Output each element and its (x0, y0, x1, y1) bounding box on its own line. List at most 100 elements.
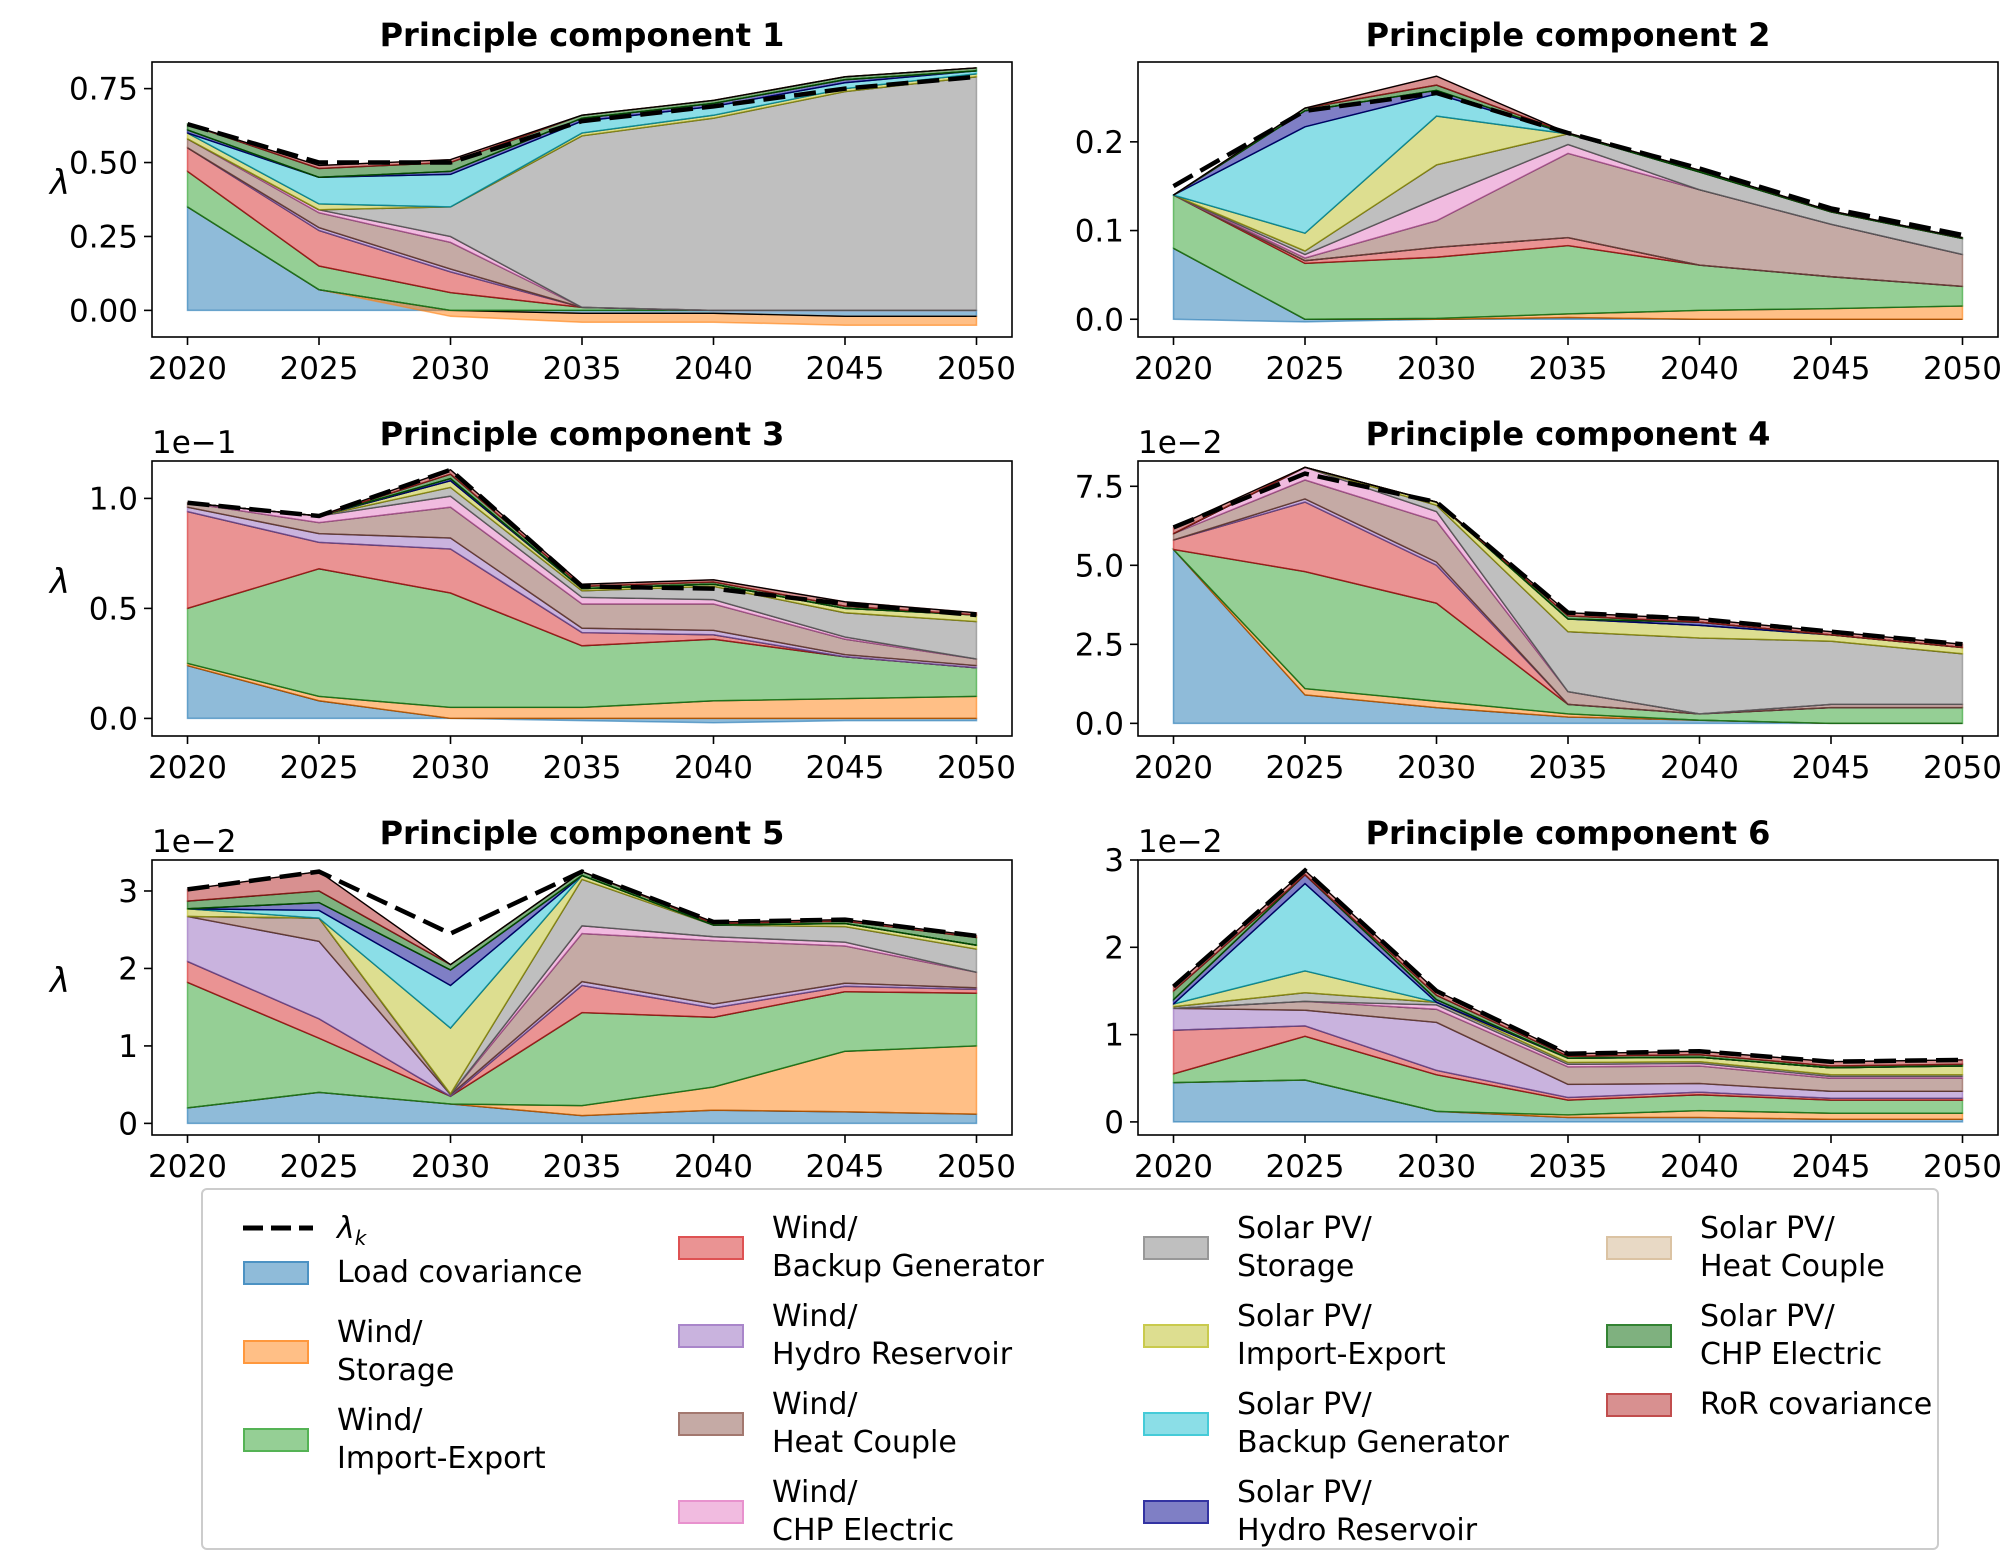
legend-label: Solar PV/ Hydro Reservoir (1237, 1475, 1478, 1548)
y-tick-label: 0.0 (89, 701, 138, 737)
legend: λk Load covariance Wind/ Storage Wind/ Impo… (201, 1188, 1939, 1550)
stack-areas (186, 67, 978, 326)
legend-swatch-icon (1606, 1393, 1672, 1417)
total-line (186, 74, 977, 165)
legend-label: Solar PV/ Backup Generator (1237, 1387, 1509, 1460)
axis-multiplier: 1e−2 (1138, 824, 1223, 860)
x-tick-label: 2035 (543, 1149, 622, 1185)
panel-4: 2020 2025 2030 2035 2040 2045 2050 0.0 2.5 5.0 7.5… (1075, 415, 2002, 786)
x-tick-label: 2030 (411, 1149, 490, 1185)
panel-5: 2020 2025 2030 2035 2040 2045 2050 0 1 2 3 Principl… (48, 814, 1016, 1185)
legend-label-total: λk (337, 1211, 367, 1250)
legend-swatch-icon (678, 1412, 744, 1436)
x-tick-label: 2020 (148, 750, 227, 786)
panel-title: Principle component 2 (1366, 16, 1771, 54)
y-axis-label: λ (48, 961, 70, 1001)
panel-1: 2020 2025 2030 2035 2040 2045 2050 0.00 0.25 0.50… (48, 16, 1016, 387)
y-tick-label: 0.75 (69, 72, 138, 108)
legend-swatch-icon (1143, 1412, 1209, 1436)
x-tick-label: 2025 (1266, 750, 1345, 786)
total-line (1172, 471, 1963, 647)
x-tick-label: 2045 (806, 1149, 885, 1185)
y-axis-label: λ (48, 163, 70, 203)
legend-label: Wind/ Import-Export (337, 1403, 546, 1476)
total-line (187, 467, 977, 618)
legend-label: Solar PV/ Import-Export (1237, 1299, 1446, 1372)
x-tick-label: 2035 (543, 750, 622, 786)
y-tick-label: 0.2 (1075, 125, 1124, 161)
total-line (1172, 90, 1963, 238)
dashed-line-icon (243, 1225, 313, 1231)
y-tick-label: 1 (1104, 1018, 1124, 1054)
x-tick-label: 2045 (1792, 1149, 1871, 1185)
y-tick-label: 0 (118, 1106, 138, 1142)
x-tick-label: 2025 (280, 1149, 359, 1185)
x-tick-label: 2050 (1923, 750, 2002, 786)
x-tick-label: 2040 (1660, 750, 1739, 786)
x-tick-label: 2025 (280, 351, 359, 387)
legend-swatch-icon (243, 1428, 309, 1452)
x-tick-label: 2035 (1529, 1149, 1608, 1185)
x-tick-label: 2040 (674, 750, 753, 786)
legend-label: Solar PV/ Heat Couple (1700, 1211, 1885, 1284)
x-tick-label: 2050 (1923, 351, 2002, 387)
x-tick-label: 2045 (806, 750, 885, 786)
x-tick-label: 2030 (1397, 1149, 1476, 1185)
stack-areas (1172, 867, 1964, 1123)
stack-areas (1171, 75, 1964, 323)
legend-label: Wind/ Heat Couple (772, 1387, 957, 1460)
x-tick-label: 2040 (674, 1149, 753, 1185)
legend-label: Wind/ Storage (337, 1315, 455, 1388)
x-tick-label: 2050 (1923, 1149, 2002, 1185)
y-tick-label: 0 (1104, 1105, 1124, 1141)
total-line (187, 869, 977, 939)
legend-swatch-icon (678, 1324, 744, 1348)
x-tick-label: 2025 (1266, 351, 1345, 387)
x-tick-label: 2050 (937, 1149, 1016, 1185)
y-tick-label: 2 (118, 951, 138, 987)
y-tick-label: 0.25 (69, 219, 138, 255)
x-tick-label: 2030 (1397, 750, 1476, 786)
x-tick-label: 2035 (543, 351, 622, 387)
y-tick-label: 0.5 (89, 591, 138, 627)
legend-swatch-icon (1143, 1236, 1209, 1260)
y-tick-label: 2 (1104, 930, 1124, 966)
legend-label: Wind/ Backup Generator (772, 1211, 1044, 1284)
legend-label: Wind/ CHP Electric (772, 1475, 955, 1548)
legend-swatch-icon (1143, 1324, 1209, 1348)
stack-areas (186, 869, 978, 1125)
x-tick-label: 2030 (1397, 351, 1476, 387)
y-tick-label: 2.5 (1075, 627, 1124, 663)
panel-title: Principle component 4 (1366, 415, 1771, 453)
total-line (1172, 867, 1963, 1064)
x-tick-label: 2040 (1660, 1149, 1739, 1185)
axis-multiplier: 1e−2 (1138, 425, 1223, 461)
y-tick-label: 5.0 (1075, 548, 1124, 584)
y-tick-label: 1 (118, 1029, 138, 1065)
y-tick-label: 0.0 (1075, 706, 1124, 742)
x-tick-label: 2020 (1134, 750, 1213, 786)
legend-label: Wind/ Hydro Reservoir (772, 1299, 1013, 1372)
y-tick-label: 3 (1104, 843, 1124, 879)
x-tick-label: 2025 (1266, 1149, 1345, 1185)
x-tick-label: 2035 (1529, 351, 1608, 387)
y-tick-label: 0.00 (69, 293, 138, 329)
axis-multiplier: 1e−1 (152, 425, 237, 461)
panel-3: 2020 2025 2030 2035 2040 2045 2050 0.0 0.5 1.0 Pri… (48, 415, 1016, 786)
x-tick-label: 2045 (1792, 750, 1871, 786)
y-tick-label: 7.5 (1075, 469, 1124, 505)
legend-label: Solar PV/ CHP Electric (1700, 1299, 1883, 1372)
x-tick-label: 2025 (280, 750, 359, 786)
stack-areas (1171, 466, 1964, 725)
legend-swatch-icon (1606, 1236, 1672, 1260)
y-axis-label: λ (48, 562, 70, 602)
x-tick-label: 2045 (1792, 351, 1871, 387)
panel-title: Principle component 3 (380, 415, 785, 453)
legend-swatch-icon (678, 1236, 744, 1260)
x-tick-label: 2050 (937, 750, 1016, 786)
panel-6: 2020 2025 2030 2035 2040 2045 2050 0 1 2 3 Principl… (1104, 814, 2002, 1185)
panel-title: Principle component 5 (380, 814, 785, 852)
panel-title: Principle component 1 (380, 16, 785, 54)
x-tick-label: 2030 (411, 750, 490, 786)
y-tick-label: 3 (118, 874, 138, 910)
